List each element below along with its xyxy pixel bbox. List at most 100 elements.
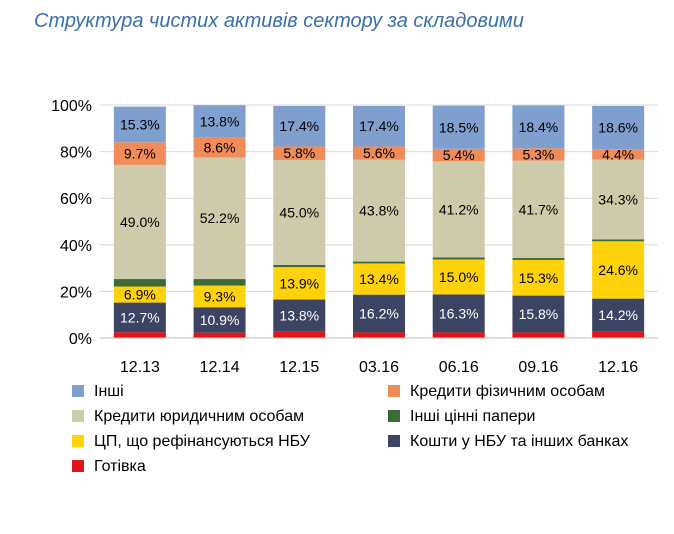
y-tick-label: 80% — [60, 145, 92, 162]
data-label: 18.4% — [519, 119, 559, 135]
data-label: 45.0% — [279, 204, 319, 220]
bar-segment — [512, 105, 565, 149]
data-label: 13.8% — [200, 113, 240, 129]
bar-segment — [273, 267, 326, 300]
y-tick-label: 0% — [69, 331, 92, 348]
y-tick-label: 40% — [60, 238, 92, 255]
bar-segment — [353, 294, 405, 333]
bar-segment — [113, 279, 166, 287]
data-label: 5.6% — [363, 145, 395, 161]
legend-label: Кошти у НБУ та інших банках — [410, 433, 628, 450]
bar-segment — [432, 259, 485, 295]
data-label: 15.0% — [439, 269, 479, 285]
legend-swatch — [72, 410, 84, 422]
bar-segment — [193, 307, 246, 333]
data-label: 13.8% — [279, 308, 319, 324]
bar-segment — [592, 241, 645, 299]
y-tick-label: 100% — [51, 98, 92, 115]
chart-title: Структура чистих активів сектору за скла… — [34, 10, 524, 32]
x-tick-label: 09.16 — [518, 359, 558, 376]
bar-segment — [592, 159, 645, 240]
bar-segment — [432, 257, 485, 260]
legend-swatch — [388, 410, 400, 422]
bar-segment — [353, 159, 405, 262]
legend-label: Інші цінні папери — [410, 408, 535, 425]
bar-segment — [432, 161, 485, 258]
data-label: 52.2% — [200, 210, 240, 226]
data-label: 17.4% — [279, 118, 319, 134]
data-label: 41.7% — [519, 201, 559, 217]
data-label: 5.8% — [283, 145, 315, 161]
bar-segment — [113, 286, 166, 303]
bar-segment — [273, 331, 326, 338]
bar-segment — [193, 157, 246, 280]
data-label: 15.8% — [519, 306, 559, 322]
bar-segment — [273, 105, 326, 147]
bar-segment — [353, 332, 405, 338]
legend-swatch — [388, 385, 400, 397]
data-label: 13.9% — [279, 275, 319, 291]
bar-segment — [592, 239, 645, 242]
bar-segment — [113, 106, 166, 143]
data-label: 5.4% — [443, 147, 475, 163]
legend-label: Кредити юридичним особам — [94, 408, 304, 425]
legend-label: ЦП, що рефінансуються НБУ — [94, 433, 311, 450]
data-label: 41.2% — [439, 201, 479, 217]
data-label: 6.9% — [124, 287, 156, 303]
data-label: 9.7% — [124, 146, 156, 162]
data-label: 9.3% — [204, 288, 236, 304]
bar-segment — [512, 332, 565, 338]
bar-segment — [113, 164, 166, 280]
bar-segment — [432, 294, 485, 333]
bar-segment — [113, 302, 166, 333]
bar-segment — [273, 159, 326, 265]
x-tick-label: 12.14 — [200, 359, 240, 376]
data-label: 14.2% — [598, 307, 638, 323]
bar-segment — [273, 299, 326, 332]
bar-segment — [512, 148, 565, 161]
bar-segment — [592, 298, 645, 332]
bar-segment — [353, 261, 405, 264]
bar-segment — [273, 146, 326, 160]
y-tick-label: 60% — [60, 191, 92, 208]
data-label: 34.3% — [598, 191, 638, 207]
legend-label: Готівка — [94, 458, 146, 475]
data-label: 4.4% — [602, 146, 634, 162]
data-label: 12.7% — [120, 309, 160, 325]
x-tick-label: 12.15 — [279, 359, 319, 376]
data-label: 15.3% — [120, 116, 160, 132]
data-label: 13.4% — [359, 271, 399, 287]
data-label: 15.3% — [519, 270, 559, 286]
bar-segment — [353, 263, 405, 295]
bar-segment — [273, 264, 326, 268]
legend-swatch — [72, 460, 84, 472]
legend-swatch — [388, 435, 400, 447]
y-tick-label: 20% — [60, 284, 92, 301]
bar-segment — [353, 146, 405, 160]
bar-segment — [193, 279, 246, 286]
data-label: 18.5% — [439, 119, 479, 135]
bar-segment — [193, 105, 246, 138]
x-tick-label: 03.16 — [359, 359, 399, 376]
data-label: 24.6% — [598, 262, 638, 278]
data-label: 16.3% — [439, 305, 479, 321]
data-label: 49.0% — [120, 214, 160, 230]
bar-segment — [512, 295, 565, 333]
legend-swatch — [72, 385, 84, 397]
x-tick-label: 12.16 — [598, 359, 638, 376]
legend-label: Інші — [94, 383, 124, 400]
bar-segment — [432, 105, 485, 149]
data-label: 10.9% — [200, 312, 240, 328]
legend-swatch — [72, 435, 84, 447]
bar-segment — [432, 148, 485, 162]
bar-segment — [512, 257, 565, 260]
bar-segment — [432, 332, 485, 338]
bar-segment — [193, 285, 246, 308]
bar-segment — [512, 160, 565, 258]
data-label: 5.3% — [522, 147, 554, 163]
bar-segment — [193, 137, 246, 158]
data-label: 43.8% — [359, 203, 399, 219]
bar-segment — [592, 149, 645, 160]
data-label: 18.6% — [598, 120, 638, 136]
